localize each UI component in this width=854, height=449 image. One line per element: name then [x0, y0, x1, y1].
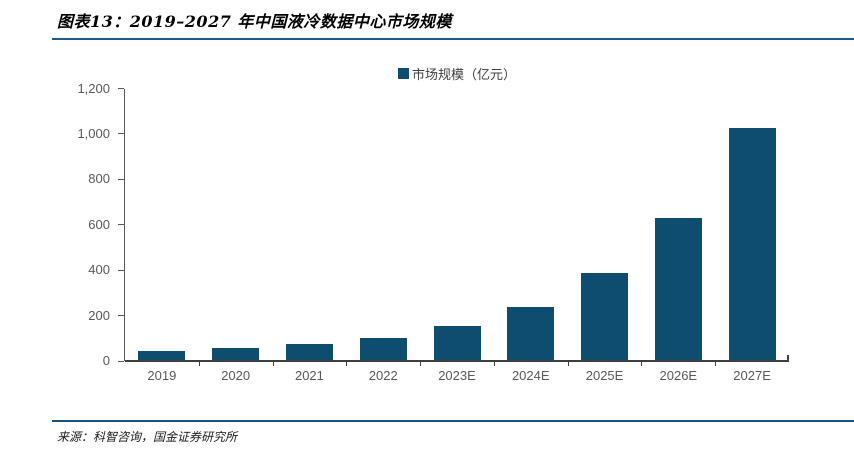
bar-2027E	[728, 128, 776, 361]
x-axis-tick	[493, 362, 495, 366]
y-axis-tick	[118, 178, 124, 180]
bar-2025E	[581, 273, 629, 361]
x-axis-label: 2020	[221, 368, 251, 383]
x-axis-tick	[198, 362, 200, 366]
y-axis-tick-label: 0	[102, 353, 110, 368]
footer-divider	[52, 420, 854, 422]
x-axis-label: 2025E	[585, 368, 624, 383]
source-note: 来源：科智咨询，国金证券研究所	[57, 430, 238, 444]
bar-2020	[212, 348, 260, 361]
y-axis-tick-label: 400	[88, 262, 110, 278]
y-axis-tick-label: 200	[88, 307, 110, 323]
y-axis-tick	[118, 269, 124, 271]
y-axis-tick	[118, 88, 124, 89]
x-axis-label: 2022	[368, 368, 398, 383]
bar-2019	[138, 350, 186, 361]
y-axis-tick	[118, 315, 124, 317]
x-axis-end-tick	[787, 355, 789, 361]
bar-2021	[285, 343, 333, 361]
x-axis-tick	[567, 362, 569, 366]
x-axis-label: 2019	[147, 368, 177, 383]
x-axis-label: 2021	[294, 368, 324, 383]
legend-label: 市场规模（亿元）	[411, 67, 516, 82]
x-axis-tick	[346, 362, 348, 366]
bar-2023E	[433, 326, 481, 361]
legend-swatch-icon	[397, 68, 409, 79]
bar-2024E	[507, 306, 555, 361]
title-divider	[52, 38, 854, 40]
y-axis-tick	[118, 360, 124, 362]
x-axis-label: 2026E	[659, 368, 698, 383]
chart-legend: 市场规模（亿元）	[125, 64, 789, 83]
x-axis-tick	[272, 362, 274, 366]
x-axis-line	[125, 360, 789, 362]
x-axis-label: 2024E	[511, 368, 550, 383]
y-axis-tick	[118, 133, 124, 135]
x-axis-tick	[715, 362, 717, 366]
bar-2022	[359, 338, 407, 361]
x-axis-label: 2023E	[438, 368, 476, 383]
x-axis-label: 2027E	[733, 368, 771, 383]
y-axis-line	[124, 88, 125, 361]
y-axis-tick-label: 600	[88, 216, 110, 232]
y-axis-tick-label: 800	[88, 171, 110, 187]
bar-2026E	[654, 217, 702, 361]
y-axis-tick-label: 1,200	[77, 80, 110, 96]
y-axis-tick	[118, 224, 124, 226]
figure-title: 图表13：2019–2027 年中国液冷数据中心市场规模	[57, 12, 452, 31]
x-axis-tick	[420, 362, 422, 366]
x-axis-tick	[641, 362, 643, 366]
y-axis-tick-label: 1,000	[77, 125, 110, 141]
